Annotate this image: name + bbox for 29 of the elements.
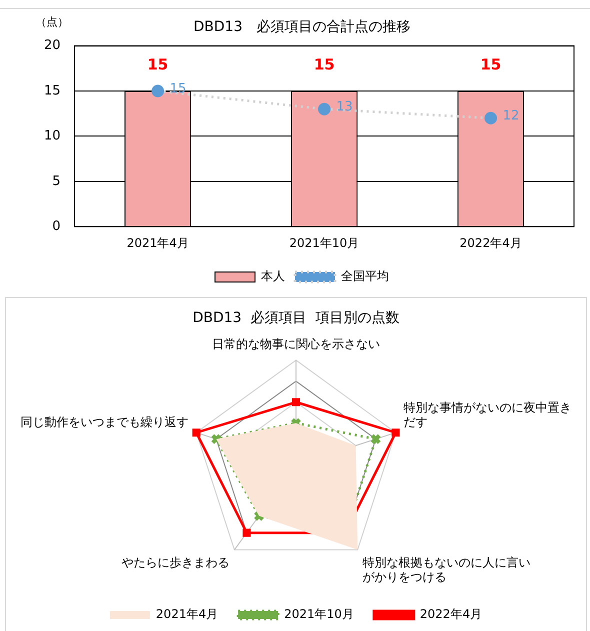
legend-label: 本人 xyxy=(261,269,285,284)
spoke-label: 同じ動作をいつまでも繰り返す xyxy=(20,415,189,430)
data-label: 13 xyxy=(336,99,353,114)
spoke-label: 特別な根拠もないのに人に言いがかりをつける xyxy=(362,556,530,584)
legend-label: 2022年4月 xyxy=(420,607,482,622)
chart-title: DBD13 必須項目 項目別の点数 xyxy=(192,310,400,326)
data-label: 15 xyxy=(147,55,168,74)
data-label: 12 xyxy=(502,108,520,124)
legend-label: 全国平均 xyxy=(341,269,389,284)
legend-label: 2021年4月 xyxy=(156,607,218,622)
y-tick-label: 20 xyxy=(44,38,61,54)
chart-title: DBD13 必須項目の合計点の推移 xyxy=(194,19,410,36)
point xyxy=(318,102,331,116)
x-tick-label: 2022年4月 xyxy=(460,236,522,250)
spoke-label: 日常的な物事に関心を示さない xyxy=(212,337,380,352)
data-label: 15 xyxy=(480,55,502,74)
spoke-label: やたらに歩きまわる xyxy=(122,556,230,570)
y-axis-title: （点） xyxy=(36,15,68,28)
spoke-label: 特別な事情がないのに夜中置きだす xyxy=(403,400,572,430)
point xyxy=(152,84,164,98)
y-tick-label: 5 xyxy=(52,174,61,189)
data-label: 15 xyxy=(314,55,335,74)
y-tick-label: 10 xyxy=(44,128,61,144)
x-tick-label: 2021年10月 xyxy=(289,236,360,250)
x-tick-label: 2021年4月 xyxy=(126,236,189,250)
point xyxy=(484,112,498,124)
legend-label: 2021年10月 xyxy=(284,607,354,622)
y-tick-label: 15 xyxy=(44,83,61,98)
y-tick-label: 0 xyxy=(52,218,61,234)
